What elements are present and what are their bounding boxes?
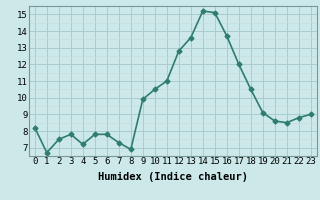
X-axis label: Humidex (Indice chaleur): Humidex (Indice chaleur) bbox=[98, 172, 248, 182]
